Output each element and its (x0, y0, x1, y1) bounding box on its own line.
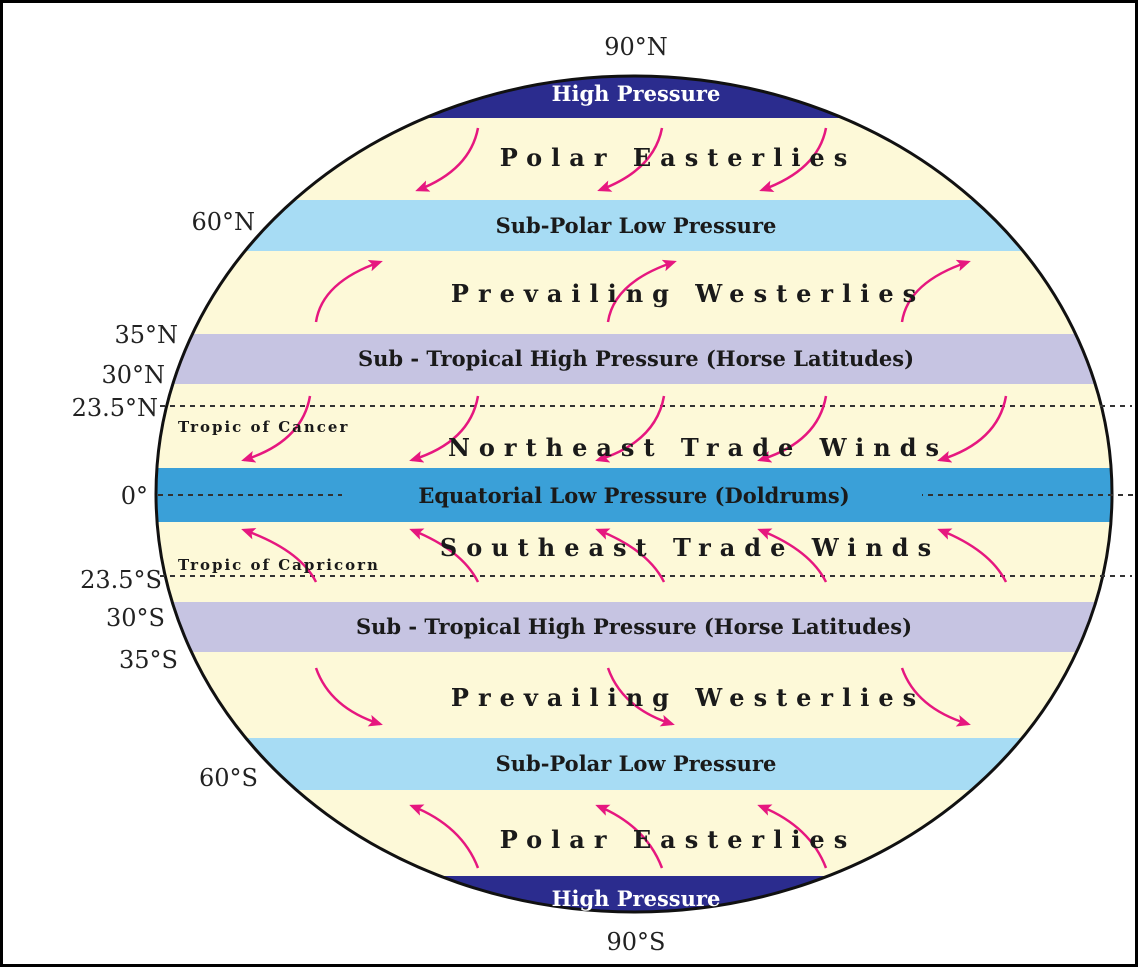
wind-arrow (595, 395, 666, 463)
wind-arrow (759, 127, 828, 192)
north-subpolar-low-label: Sub-Polar Low Pressure (496, 213, 777, 238)
latitude-30n: 30°N (101, 361, 165, 389)
south-subpolar-low-label: Sub-Polar Low Pressure (496, 751, 777, 776)
north-high-pressure-label: High Pressure (552, 81, 721, 106)
wind-arrow (937, 528, 1008, 583)
tropic-of-capricorn-label: Tropic of Capricorn (178, 556, 380, 574)
northeast-trade-arrows (241, 395, 1008, 463)
north-polar-easterlies-arrows (415, 127, 828, 192)
south-subpolar-low-band (156, 738, 1112, 790)
wind-arrow (241, 395, 312, 463)
wind-arrow (314, 667, 383, 727)
wind-arrow (900, 667, 971, 727)
tropic-of-cancer-label: Tropic of Cancer (178, 418, 349, 436)
globe (156, 76, 1112, 912)
latitude-60s: 60°S (199, 764, 258, 792)
wind-arrow (409, 528, 480, 583)
wind-arrow (409, 395, 480, 463)
wind-arrow (757, 804, 828, 869)
southeast-trade-arrows (241, 528, 1008, 583)
south-polar-easterlies-label: Polar Easterlies (500, 825, 856, 854)
south-westerlies-arrows (314, 667, 971, 727)
wind-arrow (415, 127, 480, 192)
latitude-35n: 35°N (114, 321, 178, 349)
latitude-90n: 90°N (604, 33, 668, 61)
wind-arrow (314, 259, 383, 323)
equatorial-low-label: Equatorial Low Pressure (Doldrums) (418, 483, 849, 508)
northeast-trade-winds-label: Northeast Trade Winds (448, 433, 948, 462)
north-westerlies-arrows (314, 259, 971, 323)
latitude-90s: 90°S (607, 928, 666, 956)
north-subpolar-low-band (156, 200, 1112, 251)
latitude-equator: 0° (121, 482, 148, 510)
wind-arrow (606, 259, 677, 323)
south-polar-easterlies-arrows (409, 804, 828, 869)
wind-arrow (937, 395, 1008, 463)
south-high-pressure-label: High Pressure (552, 886, 721, 911)
wind-arrow (595, 528, 666, 583)
wind-arrow (409, 804, 480, 869)
wind-arrow (900, 259, 971, 323)
latitude-23-5s: 23.5°S (80, 566, 162, 594)
north-polar-easterlies-label: Polar Easterlies (500, 143, 856, 172)
south-westerlies-label: Prevailing Westerlies (451, 683, 925, 712)
south-subtropical-high-band (156, 602, 1112, 652)
latitude-30s: 30°S (106, 604, 165, 632)
latitude-60n: 60°N (191, 208, 255, 236)
wind-arrow (757, 395, 828, 463)
south-subtropical-high-label: Sub - Tropical High Pressure (Horse Lati… (356, 614, 912, 639)
wind-arrow (595, 804, 664, 869)
wind-arrow (606, 667, 675, 727)
wind-arrow (241, 528, 318, 583)
latitude-23-5n: 23.5°N (72, 394, 158, 422)
wind-arrow (597, 127, 664, 192)
north-subtropical-high-label: Sub - Tropical High Pressure (Horse Lati… (358, 346, 914, 371)
southeast-trade-winds-label: Southeast Trade Winds (440, 533, 940, 562)
north-westerlies-label: Prevailing Westerlies (451, 279, 925, 308)
equatorial-label-bg (342, 482, 922, 510)
north-subtropical-high-band (156, 334, 1112, 384)
latitude-35s: 35°S (119, 646, 178, 674)
wind-arrow (757, 528, 828, 583)
